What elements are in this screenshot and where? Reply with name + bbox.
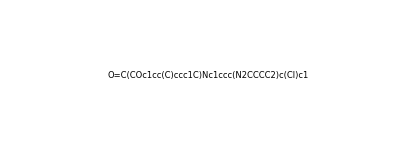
Text: O=C(COc1cc(C)ccc1C)Nc1ccc(N2CCCC2)c(Cl)c1: O=C(COc1cc(C)ccc1C)Nc1ccc(N2CCCC2)c(Cl)c…	[107, 71, 309, 80]
